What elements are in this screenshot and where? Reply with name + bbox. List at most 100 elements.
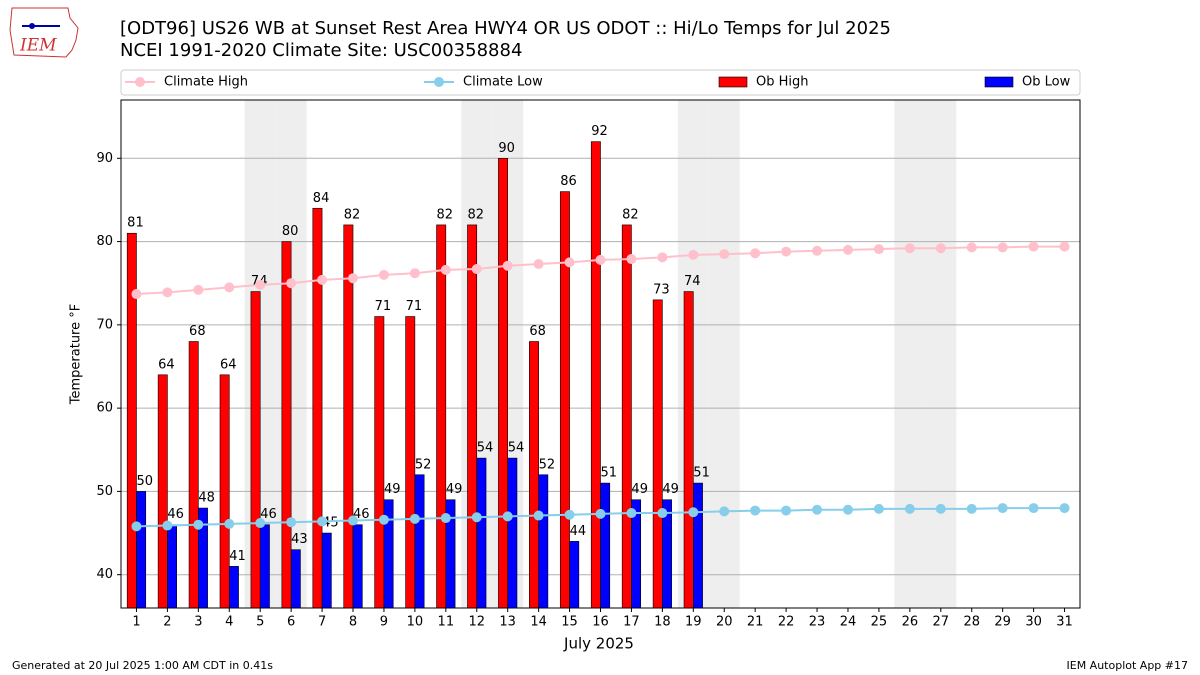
x-tick-label: 6 [287,615,295,630]
bar [693,482,703,609]
x-tick-label: 31 [1056,615,1073,630]
line-marker [131,289,142,300]
bar [352,524,363,609]
x-tick-label: 11 [438,615,455,630]
bar [259,524,270,609]
line-marker [997,503,1008,514]
line-marker [626,508,637,519]
bar [476,457,487,609]
chart-title: [ODT96] US26 WB at Sunset Rest Area HWY4… [120,18,891,39]
line-marker [502,260,513,271]
line-marker [317,274,328,285]
bar [590,141,601,609]
bar-label: 64 [220,357,237,372]
line-marker [440,513,451,524]
bar-label: 49 [631,482,648,497]
x-axis-label: July 2025 [563,635,634,653]
line-marker [688,507,699,518]
logo-dot [29,23,35,29]
bar-label: 54 [508,441,525,456]
y-tick-label: 70 [96,317,113,332]
x-tick-label: 8 [349,615,357,630]
line-marker [471,512,482,523]
x-tick-label: 4 [225,615,233,630]
bar [683,291,694,609]
x-tick-label: 1 [132,615,140,630]
line-marker [904,503,915,514]
line-marker [842,504,853,515]
line-marker [533,510,544,521]
weekend-band [925,100,957,608]
line-marker [255,518,266,529]
bar [374,316,385,609]
x-tick-label: 30 [1025,615,1042,630]
bar [498,157,508,609]
line-marker [812,504,823,515]
bar-label: 50 [136,474,153,489]
x-tick-label: 14 [530,615,547,630]
line-marker [378,514,389,525]
bar-label: 84 [313,191,330,206]
line-marker [1028,241,1039,252]
y-tick-label: 60 [96,401,113,416]
bar [621,224,632,609]
line-marker [873,244,884,255]
line-marker [657,508,668,519]
x-tick-label: 28 [963,615,980,630]
x-tick-label: 25 [871,615,888,630]
bar-label: 90 [498,141,515,156]
line-marker [471,264,482,275]
x-tick-label: 7 [318,615,326,630]
footer-left: Generated at 20 Jul 2025 1:00 AM CDT in … [12,659,273,672]
bar-label: 52 [415,457,432,472]
y-tick-label: 80 [96,234,113,249]
x-tick-label: 2 [163,615,171,630]
x-tick-label: 15 [561,615,578,630]
bar-label: 68 [189,324,206,339]
legend-label: Climate High [164,75,248,90]
y-tick-label: 50 [96,484,113,499]
bar [136,491,147,609]
bar [569,541,580,609]
bar-label: 80 [282,224,299,239]
line-marker [657,252,668,263]
bar-label: 49 [446,482,463,497]
bar [281,241,292,609]
logo-outline [9,7,79,58]
bar [507,457,518,609]
line-marker [224,282,235,293]
x-tick-label: 17 [623,615,640,630]
x-tick-label: 10 [407,615,424,630]
legend-swatch [718,76,748,88]
bar [559,191,570,609]
bar-label: 43 [291,532,308,547]
line-marker [533,259,544,270]
line-marker [193,284,204,295]
bar-label: 49 [662,482,679,497]
line-marker [1028,503,1039,514]
x-tick-label: 13 [499,615,516,630]
line-marker [935,503,946,514]
x-tick-label: 20 [716,615,733,630]
line-marker [162,287,173,298]
x-tick-label: 26 [902,615,919,630]
line-marker [131,521,142,532]
bar-label: 48 [198,491,215,506]
y-axis-label: Temperature °F [69,304,84,405]
bar-label: 81 [127,216,144,231]
x-tick-label: 23 [809,615,826,630]
legend-label: Ob Low [1022,75,1071,90]
bar-label: 86 [560,174,577,189]
line-marker [626,254,637,265]
line-marker [378,269,389,280]
bar [250,291,261,609]
legend-label: Ob High [756,75,809,90]
x-tick-label: 12 [468,615,485,630]
line-marker [409,268,420,279]
x-tick-label: 16 [592,615,609,630]
line-marker [255,279,266,290]
bar-label: 68 [529,324,546,339]
bar [167,524,177,609]
bar-label: 41 [229,549,246,564]
bar-label: 64 [158,357,175,372]
